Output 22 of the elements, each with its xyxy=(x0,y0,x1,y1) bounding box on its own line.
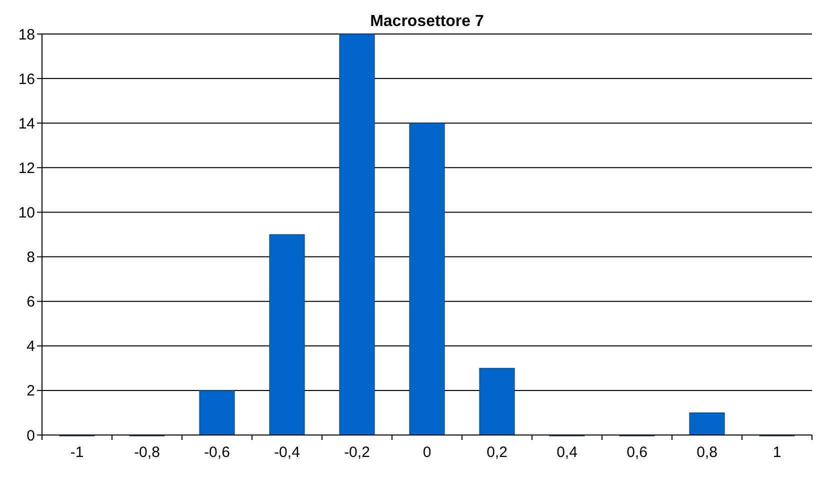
y-tick-label: 4 xyxy=(26,338,35,356)
x-tick-label: 0 xyxy=(422,444,432,461)
x-tick-label: 1 xyxy=(772,444,782,461)
y-tick-label: 2 xyxy=(26,382,35,400)
y-tick-label: 8 xyxy=(26,249,35,266)
y-tick-label: 6 xyxy=(26,294,35,311)
x-tick-label: 0,8 xyxy=(696,444,718,461)
x-tick-label: 0,6 xyxy=(626,444,648,461)
y-tick-label: 18 xyxy=(18,26,35,44)
x-tick-label: -0,4 xyxy=(274,444,300,461)
y-tick-label: 10 xyxy=(18,204,35,222)
y-tick-label: 12 xyxy=(18,160,35,177)
chart-title: Macrosettore 7 xyxy=(370,13,484,30)
x-tick-label: -0,6 xyxy=(204,444,230,461)
x-tick-label: -0,2 xyxy=(344,444,370,461)
x-tick-label: 0,2 xyxy=(486,444,508,461)
y-tick-label: 16 xyxy=(18,70,35,88)
x-tick-label: 0,4 xyxy=(556,444,578,461)
y-tick-label: 0 xyxy=(26,427,35,444)
x-tick-label: -0,8 xyxy=(134,444,160,461)
x-tick-label: -1 xyxy=(70,444,84,461)
y-tick-label: 14 xyxy=(18,115,35,132)
